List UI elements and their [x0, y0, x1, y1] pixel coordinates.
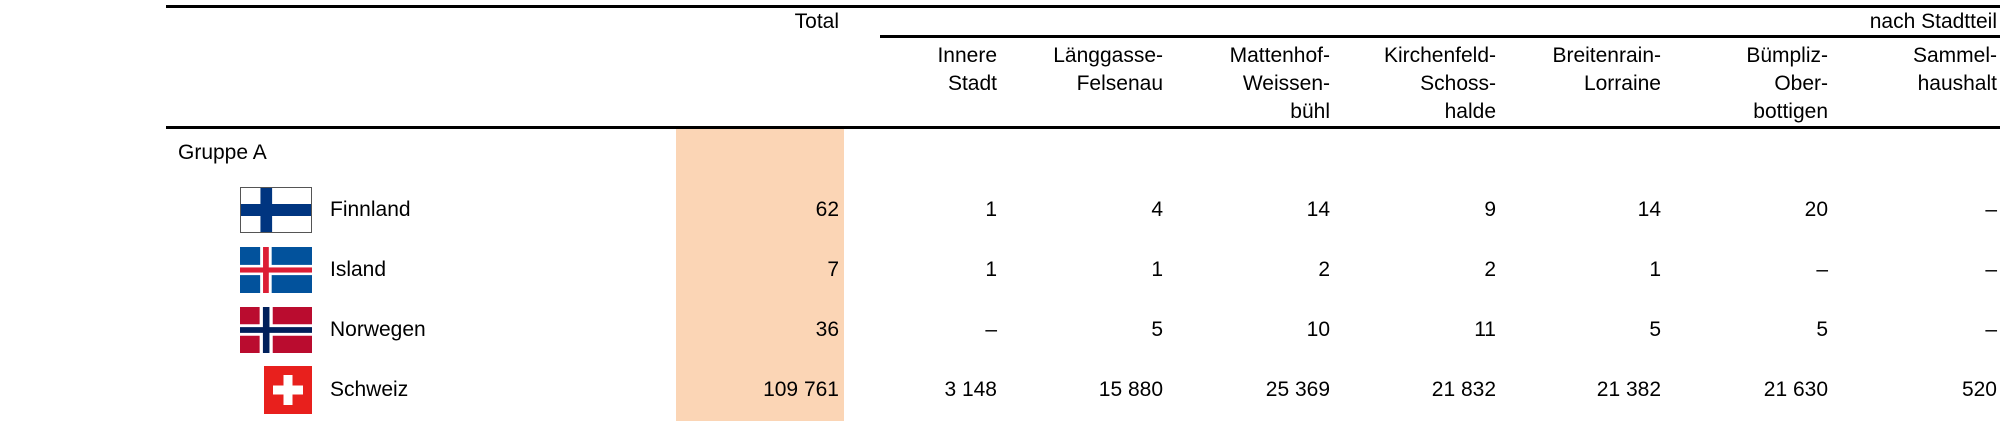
header-nach-stadtteil: nach Stadtteil	[1869, 10, 1997, 33]
district-cell: –	[1985, 198, 1997, 221]
district-cell: 25 369	[1265, 378, 1330, 401]
district-cell: 21 382	[1596, 378, 1661, 401]
district-cell: –	[1816, 258, 1828, 281]
norway-flag-icon	[240, 307, 312, 353]
country-label: Norwegen	[330, 318, 426, 341]
district-cell: 11	[1474, 318, 1496, 341]
district-cell: 520	[1961, 378, 1997, 401]
district-cell: 2	[1484, 258, 1496, 281]
district-cell: 14	[1637, 198, 1661, 221]
district-cell: 5	[1151, 318, 1163, 341]
total-cell: 36	[815, 318, 839, 341]
district-cell: 21 630	[1763, 378, 1828, 401]
district-cell: 1	[985, 258, 997, 281]
country-label: Island	[330, 258, 387, 281]
header-buempliz-oberbottigen: Bümpliz- Ober- bottigen	[1746, 44, 1828, 123]
country-label: Schweiz	[330, 378, 409, 401]
header-laenggasse-felsenau: Länggasse- Felsenau	[1053, 44, 1163, 95]
district-cell: –	[985, 318, 997, 341]
country-label: Finnland	[330, 198, 411, 221]
district-cell: 10	[1306, 318, 1330, 341]
header-bottom-rule	[166, 126, 2000, 129]
district-cell: 5	[1649, 318, 1661, 341]
district-cell: 1	[985, 198, 997, 221]
district-cell: 3 148	[944, 378, 997, 401]
total-cell: 7	[827, 258, 839, 281]
district-header-rule	[880, 35, 2000, 38]
total-cell: 62	[815, 198, 839, 221]
iceland-flag-icon	[240, 247, 312, 293]
header-total: Total	[794, 10, 839, 33]
total-cell: 109 761	[763, 378, 839, 401]
group-label: Gruppe A	[178, 141, 267, 164]
district-cell: 1	[1151, 258, 1163, 281]
header-sammelhaushalt: Sammel- haushalt	[1912, 44, 1997, 95]
district-cell: –	[1985, 258, 1997, 281]
district-cell: 20	[1804, 198, 1828, 221]
district-cell: 4	[1151, 198, 1163, 221]
district-cell: 5	[1816, 318, 1828, 341]
header-mattenhof-weissenbuehl: Mattenhof- Weissen- bühl	[1229, 44, 1330, 123]
district-cell: 9	[1484, 198, 1496, 221]
district-cell: 14	[1306, 198, 1330, 221]
district-cell: 21 832	[1431, 378, 1496, 401]
header-innere-stadt: Innere Stadt	[937, 44, 997, 95]
finland-flag-icon	[240, 187, 312, 233]
district-cell: 2	[1318, 258, 1330, 281]
district-cell: 15 880	[1098, 378, 1163, 401]
header-breitenrain-lorraine: Breitenrain- Lorraine	[1552, 44, 1661, 95]
district-cell: –	[1985, 318, 1997, 341]
switzerland-flag-icon	[264, 366, 312, 414]
header-kirchenfeld-schosshalde: Kirchenfeld- Schoss- halde	[1383, 44, 1496, 123]
district-cell: 1	[1649, 258, 1661, 281]
table-top-rule	[166, 5, 2000, 8]
total-column-highlight	[676, 129, 844, 421]
